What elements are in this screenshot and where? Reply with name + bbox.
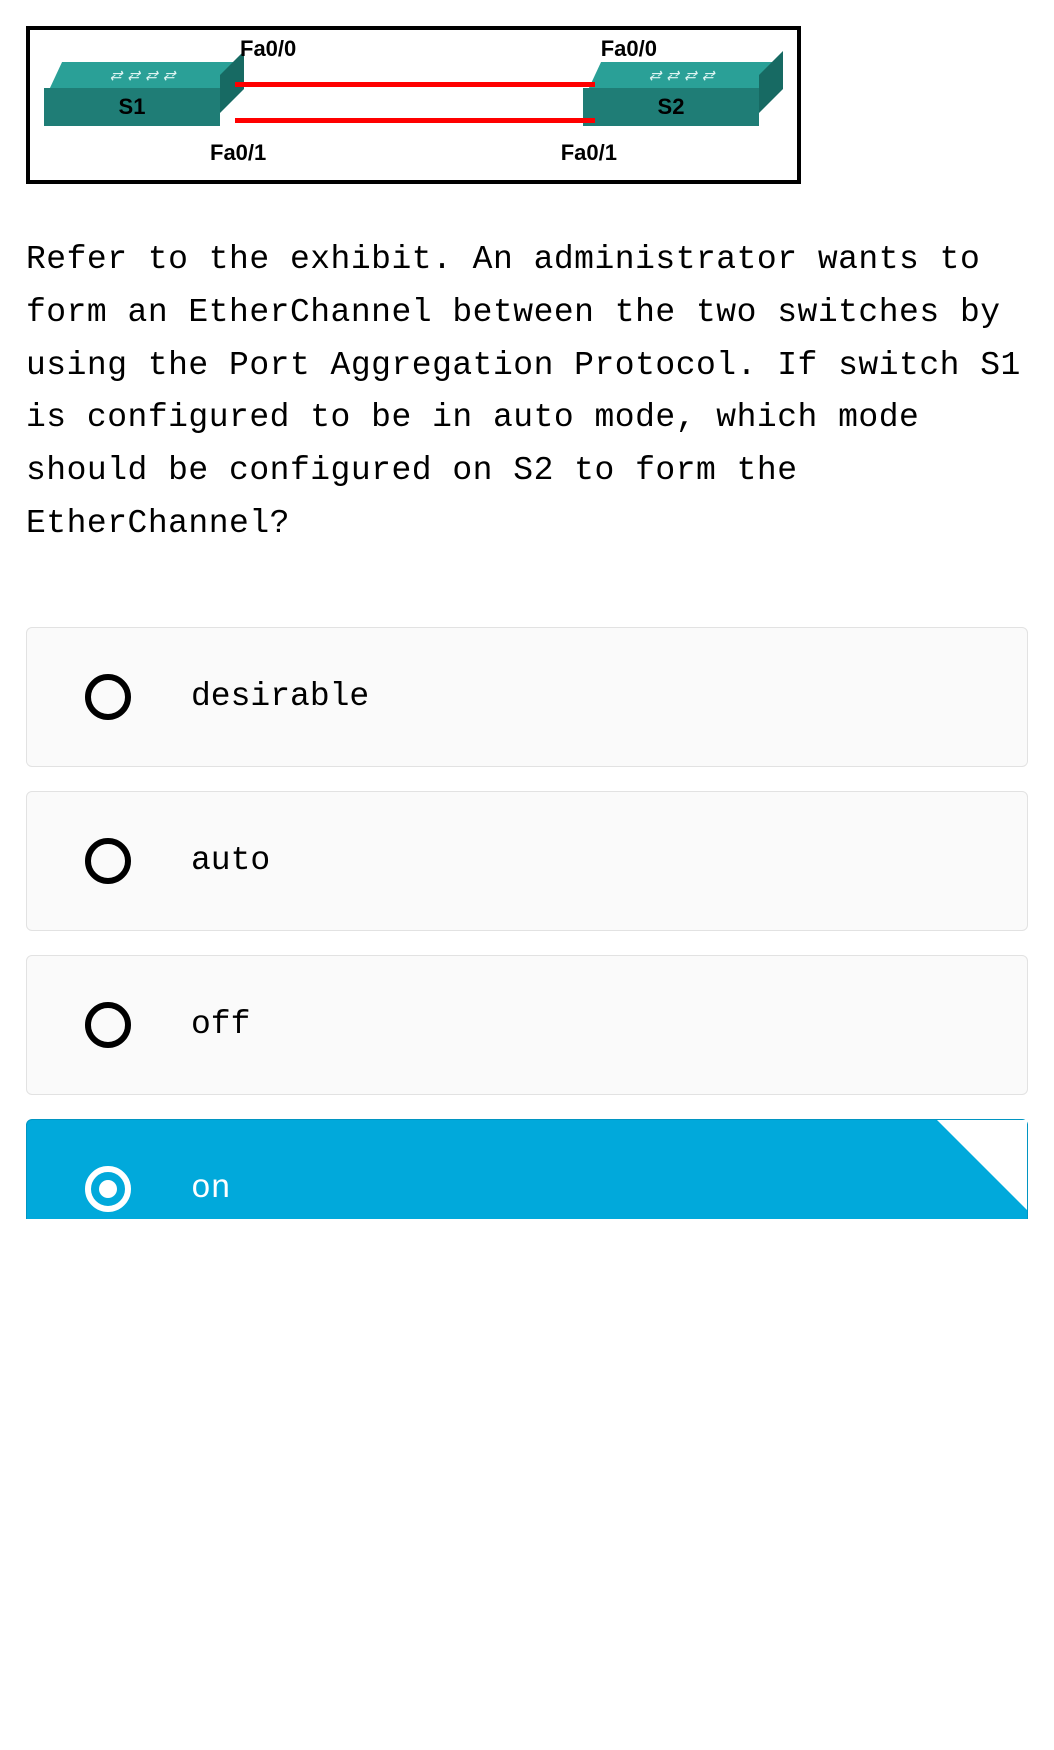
link-bottom (235, 118, 595, 123)
question-text: Refer to the exhibit. An administrator w… (26, 234, 1028, 551)
port-label-s2-bot: Fa0/1 (561, 140, 617, 166)
link-top (235, 82, 595, 87)
option-auto[interactable]: auto (26, 791, 1028, 931)
exhibit-diagram: ⇄⇄⇄⇄ S1 ⇄⇄⇄⇄ S2 Fa0/0 Fa0/0 Fa0/1 Fa0/1 (26, 26, 801, 184)
option-label: on (191, 1170, 231, 1207)
switch-s1: ⇄⇄⇄⇄ S1 (44, 62, 244, 132)
switch-s2-label: S2 (583, 88, 759, 126)
option-on[interactable]: on (26, 1119, 1028, 1219)
options-list: desirable auto off on (26, 627, 1028, 1219)
option-label: desirable (191, 678, 369, 715)
radio-icon-selected (85, 1166, 131, 1212)
option-label: auto (191, 842, 270, 879)
option-label: off (191, 1006, 250, 1043)
switch-s1-label: S1 (44, 88, 220, 126)
quiz-container: ⇄⇄⇄⇄ S1 ⇄⇄⇄⇄ S2 Fa0/0 Fa0/0 Fa0/1 Fa0/1 … (0, 0, 1054, 1219)
option-off[interactable]: off (26, 955, 1028, 1095)
option-desirable[interactable]: desirable (26, 627, 1028, 767)
port-label-s1-top: Fa0/0 (240, 36, 296, 62)
radio-icon (85, 838, 131, 884)
port-label-s1-bot: Fa0/1 (210, 140, 266, 166)
port-label-s2-top: Fa0/0 (601, 36, 657, 62)
radio-icon (85, 674, 131, 720)
selected-corner-icon (937, 1120, 1027, 1210)
switch-s2: ⇄⇄⇄⇄ S2 (583, 62, 783, 132)
radio-icon (85, 1002, 131, 1048)
